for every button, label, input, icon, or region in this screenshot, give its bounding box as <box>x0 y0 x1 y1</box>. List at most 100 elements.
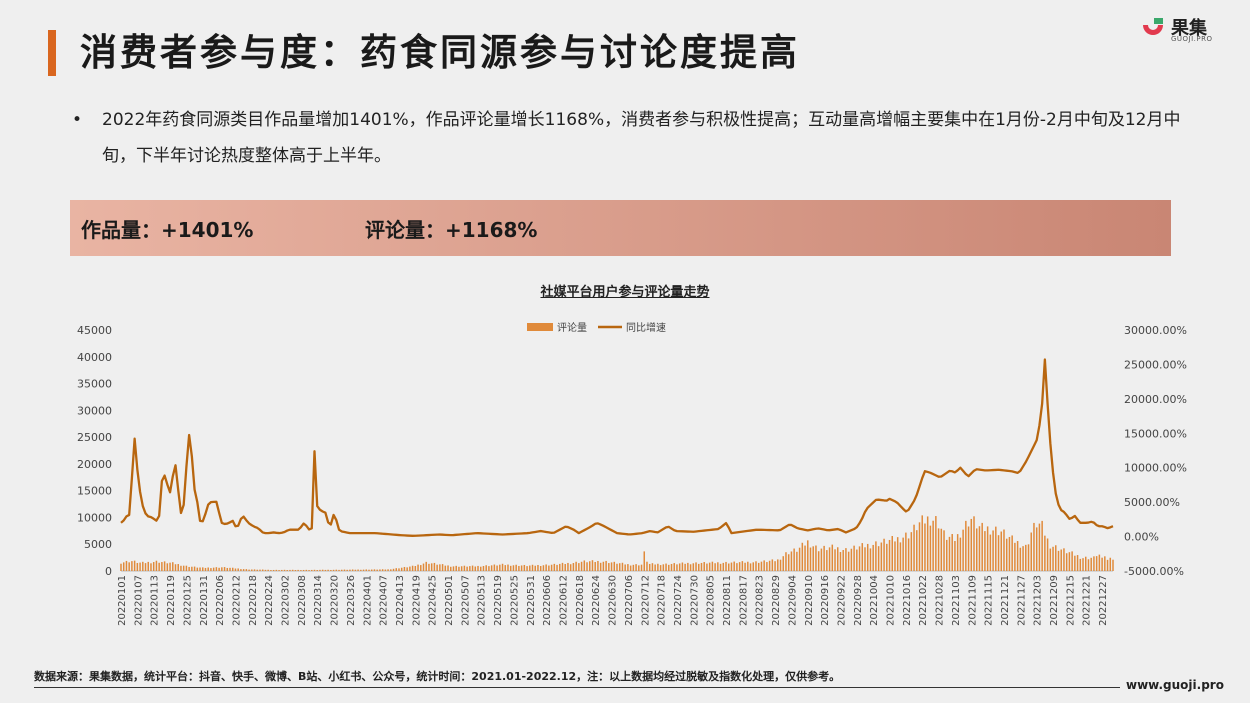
x-tick-label: 20221109 <box>967 575 978 626</box>
comment-bar <box>1098 554 1101 571</box>
comment-bar <box>572 563 575 571</box>
x-tick-label: 20220507 <box>460 575 471 626</box>
x-tick-label: 20220618 <box>575 575 586 626</box>
comment-bar <box>174 564 177 571</box>
comment-bar <box>1084 556 1087 571</box>
y-right-tick: 15000.00% <box>1124 427 1187 440</box>
comment-bar <box>632 564 635 571</box>
comment-bar <box>757 562 760 571</box>
comment-bar <box>313 569 316 571</box>
comment-bar <box>526 566 528 571</box>
x-tick-label: 20220519 <box>493 575 504 626</box>
comment-bar <box>905 532 907 571</box>
comment-bar <box>670 563 673 571</box>
chart-title: 社媒平台用户参与评论量走势 <box>540 285 710 300</box>
x-tick-label: 20220916 <box>820 575 831 626</box>
comment-bar <box>311 569 313 571</box>
comment-bar <box>594 562 596 571</box>
comment-bar <box>218 567 220 571</box>
x-tick-label: 20220606 <box>542 575 553 626</box>
comment-bar <box>575 561 577 571</box>
comment-bar <box>943 530 945 571</box>
comment-bar <box>940 528 943 571</box>
comment-bar <box>291 569 294 571</box>
comment-bar <box>834 549 836 571</box>
comment-bar <box>984 531 986 571</box>
comment-bar <box>567 562 569 571</box>
comment-bar <box>959 537 962 571</box>
x-tick-label: 20220712 <box>640 575 651 626</box>
comment-bar <box>360 569 362 571</box>
comment-bar <box>872 544 874 571</box>
comment-bar <box>471 565 474 571</box>
comment-bar <box>518 565 520 571</box>
comment-bar <box>823 545 825 571</box>
comment-bar <box>1035 527 1038 571</box>
comment-bar <box>261 569 264 571</box>
x-tick-label: 20221016 <box>902 575 913 626</box>
comment-bar <box>613 561 616 571</box>
comment-bar <box>237 568 239 571</box>
comment-bar <box>191 566 193 571</box>
comment-bar <box>490 565 493 571</box>
comment-bar <box>1068 552 1071 571</box>
comment-bar <box>894 541 896 571</box>
x-tick-label: 20221028 <box>935 575 946 626</box>
comment-bar <box>760 561 763 571</box>
comment-bar <box>1016 541 1019 571</box>
comment-bar <box>692 563 695 571</box>
comment-bar <box>935 516 937 571</box>
comment-bar <box>155 560 158 571</box>
comment-bar <box>973 516 975 571</box>
comment-bar <box>172 562 174 571</box>
comment-bar <box>357 569 359 571</box>
comment-bar <box>207 567 209 571</box>
y-left-tick: 30000 <box>77 404 112 417</box>
comment-bar <box>479 566 482 571</box>
comment-bar <box>474 566 477 571</box>
comment-bar <box>880 542 883 571</box>
comment-bar <box>736 563 738 571</box>
comment-bar <box>466 566 468 571</box>
comment-bar <box>1038 523 1041 571</box>
comment-bar <box>428 563 430 571</box>
comment-bar <box>196 567 199 571</box>
comment-bar <box>289 569 291 571</box>
comment-bar <box>978 526 981 571</box>
comment-bar <box>1044 535 1046 571</box>
comment-bar <box>1065 553 1068 571</box>
comment-bar <box>1101 557 1103 571</box>
comment-bar <box>648 563 651 571</box>
comment-bar <box>681 562 684 571</box>
comment-bar <box>722 562 725 571</box>
comment-bar <box>747 561 749 571</box>
comment-bar <box>392 568 395 571</box>
comment-bar <box>665 563 667 571</box>
comment-bar <box>643 551 646 571</box>
comment-bar <box>400 567 403 571</box>
comment-bar <box>264 569 267 571</box>
summary-text: 2022年药食同源类目作品量增加1401%，作品评论量增长1168%，消费者参与… <box>102 110 1181 166</box>
comment-bar <box>1057 550 1060 571</box>
y-right-tick: 0.00% <box>1124 531 1159 544</box>
comment-bar <box>297 569 299 571</box>
comment-bar <box>744 562 746 571</box>
comment-bar <box>324 569 327 571</box>
comment-bar <box>635 564 637 571</box>
x-tick-label: 20220125 <box>182 575 193 626</box>
comment-bar <box>1071 551 1073 571</box>
comment-bar <box>599 562 602 571</box>
comment-bar <box>774 561 776 571</box>
comment-bar <box>578 563 580 571</box>
comment-bar <box>1003 529 1005 571</box>
comment-bar <box>605 560 607 571</box>
comment-bar <box>785 552 787 571</box>
x-tick-label: 20220425 <box>428 575 439 626</box>
comment-bar <box>223 567 226 571</box>
comment-bar <box>937 528 940 571</box>
comment-bar <box>954 540 956 571</box>
comment-bar <box>128 562 130 571</box>
comment-bar <box>406 567 408 571</box>
comment-bar <box>733 561 735 571</box>
comment-bar <box>798 547 801 571</box>
